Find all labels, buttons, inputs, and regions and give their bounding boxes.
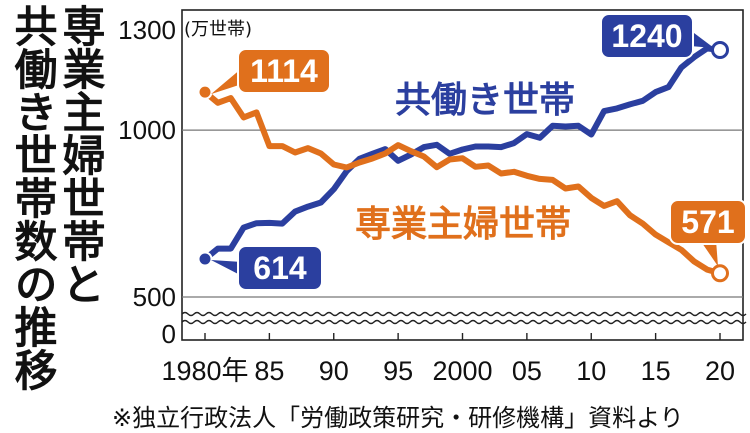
axis-break-wave	[181, 319, 747, 325]
series-end-point	[711, 264, 729, 283]
value-callout-label: 571	[681, 204, 734, 240]
x-tick-label: 90	[319, 356, 349, 386]
x-tick-label: 1980年	[161, 356, 248, 386]
y-unit-label: (万世帯)	[184, 19, 252, 40]
x-tick-label: 05	[512, 356, 542, 386]
value-callout-label: 614	[253, 250, 307, 286]
callout-pointer	[690, 30, 714, 49]
series-start-point	[197, 84, 213, 100]
series-start-point	[197, 251, 213, 267]
value-callout-label: 1240	[611, 18, 682, 54]
series-name-label: 専業主婦世帯	[355, 204, 571, 245]
series-name-label: 共働き世帯	[395, 80, 575, 121]
x-tick-label: 15	[641, 356, 671, 386]
y-tick-label: 500	[133, 282, 176, 312]
axis-break-wave	[181, 311, 747, 317]
value-callout-box	[237, 48, 331, 94]
x-tick-label: 10	[576, 356, 606, 386]
x-tick-label: 2000	[432, 356, 492, 386]
y-tick-label: 1000	[118, 115, 176, 145]
series-end-point	[711, 41, 729, 60]
chart-title-line-1: 専業主婦世帯と	[55, 4, 105, 305]
callout-pointer	[211, 259, 242, 276]
chart-title-line-2: 共働き世帯数の推移	[7, 4, 57, 391]
y-tick-label: 0	[162, 319, 176, 349]
y-tick-label: 1300	[118, 15, 176, 45]
value-callout-box	[600, 13, 694, 59]
x-tick-label: 95	[383, 356, 413, 386]
x-tick-label: 85	[254, 356, 284, 386]
x-tick-label: 20	[705, 356, 735, 386]
series-line-1	[202, 89, 723, 277]
value-callout-label: 1114	[250, 53, 318, 89]
callout-pointer	[211, 68, 242, 95]
value-callout-box	[237, 245, 323, 291]
series-line-0	[202, 45, 723, 262]
callout-pointer	[700, 240, 718, 267]
source-note: ※独立行政法人「労働政策研究・研修機構」資料より	[112, 404, 684, 432]
value-callout-box	[669, 199, 747, 245]
